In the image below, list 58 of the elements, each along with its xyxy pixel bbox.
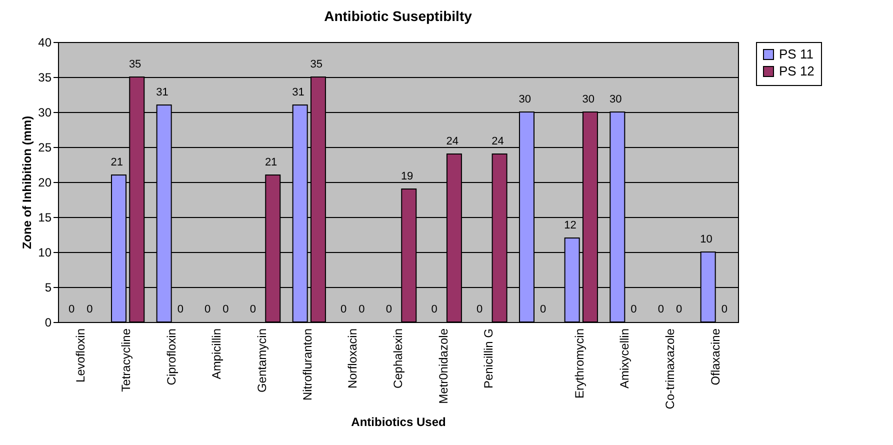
x-tick-label: Ampicillin [210,328,224,380]
y-tick-label: 5 [44,280,52,294]
data-label: 0 [340,304,347,316]
y-tick-label: 20 [38,176,52,190]
data-label: 0 [250,304,256,316]
legend-label: PS 12 [779,64,814,78]
data-label: 0 [68,304,75,316]
data-label: 35 [128,58,142,71]
x-axis-title: Antibiotics Used [351,415,446,430]
y-tick-label: 15 [38,210,52,224]
data-label: 0 [86,304,93,316]
data-label: 0 [540,304,546,316]
data-label: 0 [658,304,664,316]
data-label: 30 [582,94,595,106]
legend-label: PS 11 [779,46,814,62]
data-label: 0 [721,304,728,316]
y-tick-label: 10 [38,246,52,260]
data-label: 35 [310,58,323,71]
data-label: 24 [446,136,459,148]
data-label: 31 [292,86,304,99]
data-label: 21 [110,156,124,169]
chart-title: Antibiotic Suseptibilty [324,8,472,24]
y-axis-title: Zone of Inhibition (mm) [20,116,34,250]
x-tick-label: Tetracycline [119,328,133,392]
x-tick-label: Gentamycin [255,328,269,393]
x-tick-label: Amixycellin [618,328,632,389]
data-label: 0 [386,304,392,316]
x-tick-label: Ciprofloxin [164,328,178,386]
data-label: 0 [476,304,483,316]
data-label: 30 [609,94,622,106]
x-tick-label: Cephalexin [391,328,405,389]
x-tick-label: Penicillin G [482,328,496,389]
y-tick-label: 40 [38,36,52,50]
data-label: 12 [564,220,576,232]
data-label: 0 [177,304,184,316]
data-label: 19 [400,170,414,183]
data-label: 21 [264,156,278,169]
x-tick-label: Erythromycin [572,328,586,399]
data-label: 10 [700,234,712,246]
data-label: 0 [358,304,365,316]
data-label: 0 [676,304,682,316]
x-tick-label: Oflaxacine [708,328,722,386]
x-tick-label: Metr0nidazole [436,328,450,404]
x-tick-label: Levofloxin [74,328,88,383]
y-tick-label: 35 [38,70,52,84]
x-tick-label: Co-trimaxazole [663,328,677,410]
data-label: 0 [630,304,637,316]
y-tick-label: 25 [38,140,52,154]
data-label: 0 [204,304,211,316]
data-label: 24 [492,136,504,148]
x-tick-label: Nitrofluranton [300,328,314,401]
data-label: 31 [156,86,168,99]
y-tick-label: 30 [38,106,52,120]
data-label: 0 [431,304,438,316]
data-label: 0 [222,304,229,316]
y-tick-label: 0 [44,316,52,330]
data-label: 30 [518,94,532,106]
x-tick-label: Norfloxacin [346,328,360,389]
